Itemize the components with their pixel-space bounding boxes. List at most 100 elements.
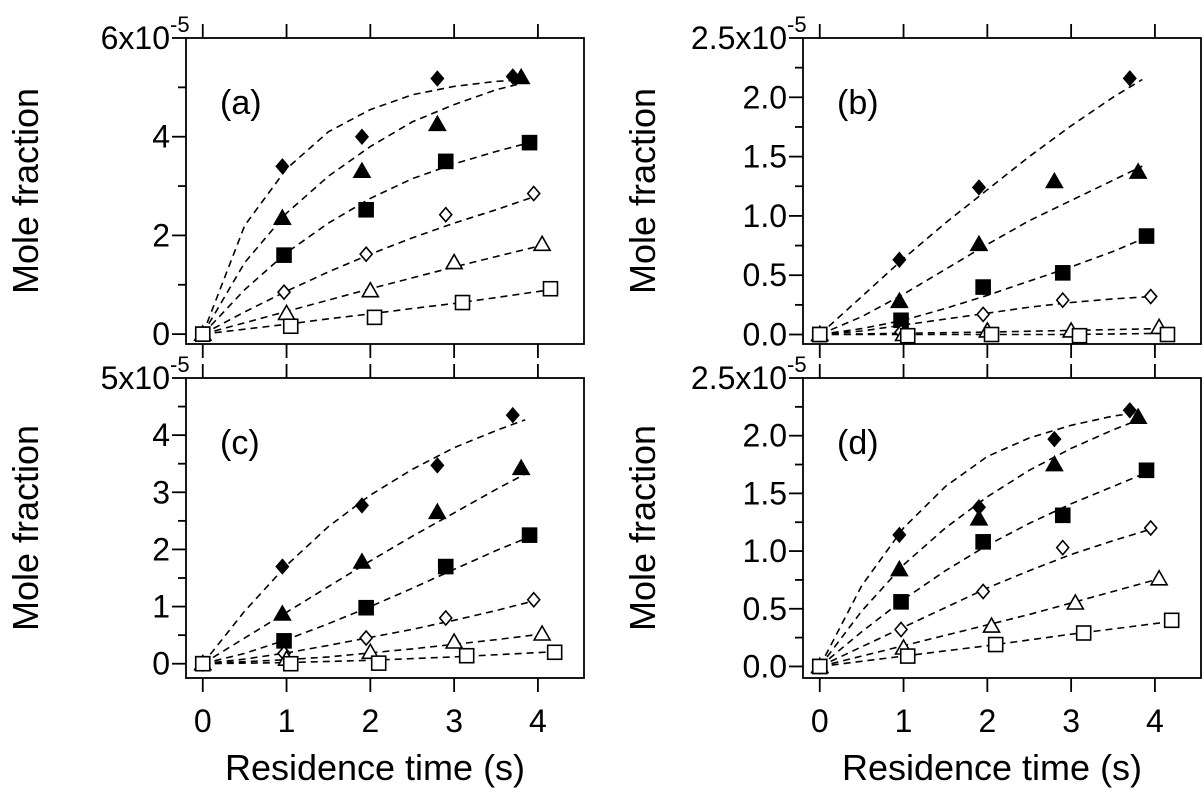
fit-line-filled-diamond [819, 78, 1143, 336]
fit-line-filled-diamond [819, 411, 1139, 667]
data-point-filled-diamond [354, 128, 370, 145]
y-tick-label: 1.0 [743, 198, 787, 234]
x-tick-label: 2 [978, 703, 996, 739]
panel-a: 0 2 4 6x10 -5 Mole fraction (a) [5, 12, 585, 358]
x-axis-label: Residence time (s) [842, 747, 1142, 788]
y-tick-label: 2 [152, 531, 170, 567]
data-point-open-square [987, 636, 1004, 653]
data-point-filled-diamond [892, 251, 907, 269]
data-point-open-square [194, 326, 211, 342]
data-point-open-triangle [1065, 593, 1085, 610]
data-point-open-triangle [277, 303, 296, 321]
data-point-open-triangle [1149, 569, 1169, 586]
x-tick-label: 2 [361, 703, 379, 739]
data-point-filled-triangle [427, 114, 447, 132]
data-point-open-square [899, 648, 916, 664]
data-point-open-diamond [976, 306, 991, 323]
data-point-open-diamond [976, 583, 991, 600]
data-point-filled-diamond [430, 70, 445, 87]
data-point-open-diamond [438, 206, 453, 223]
data-point-open-square [1159, 326, 1176, 343]
data-point-open-triangle [444, 252, 464, 270]
data-point-open-square [1163, 612, 1180, 629]
data-point-filled-diamond [1122, 70, 1137, 87]
y-exponent: -5 [787, 12, 807, 37]
data-point-filled-square [437, 153, 454, 170]
fit-line-filled-triangle [819, 165, 1143, 336]
data-point-open-square [899, 327, 916, 344]
data-point-filled-triangle [1044, 454, 1064, 472]
data-point-open-diamond [276, 283, 292, 301]
data-point-filled-diamond [1047, 430, 1062, 448]
data-point-open-triangle [444, 632, 464, 649]
data-point-open-square [454, 294, 471, 311]
y-tick-label: 2 [152, 217, 170, 253]
data-point-filled-square [276, 247, 292, 263]
fit-line-open-square [819, 620, 1172, 668]
panel-label: (a) [220, 84, 262, 122]
data-point-filled-diamond [892, 526, 907, 544]
panel-label: (c) [220, 424, 260, 462]
y-tick-label-top: 5x10 [101, 360, 170, 396]
panel-b: 0.0 0.5 1.0 1.5 2.0 2.5x10 -5 Mole fraction (b) [622, 12, 1202, 358]
data-point-filled-square [437, 558, 454, 575]
data-point-open-square [542, 280, 559, 297]
y-tick-label: 3 [152, 474, 170, 510]
data-point-open-square [370, 655, 387, 671]
y-axis-label: Mole fraction [5, 425, 46, 631]
data-point-open-square [282, 655, 299, 672]
data-point-filled-triangle [969, 509, 989, 526]
data-point-open-triangle [532, 234, 552, 252]
y-tick-label: 4 [152, 119, 170, 155]
fit-line-open-triangle [819, 327, 1160, 336]
data-point-open-triangle [532, 624, 552, 641]
panel-label: (b) [837, 84, 879, 122]
data-point-filled-diamond [354, 497, 370, 514]
x-tick-label: 4 [1146, 703, 1164, 739]
x-tick-label: 0 [194, 703, 212, 739]
y-tick-label: 0.0 [743, 317, 787, 353]
y-axis-label: Mole fraction [5, 88, 46, 294]
data-point-filled-square [893, 594, 909, 610]
data-point-open-square [458, 647, 475, 664]
fit-line-filled-square [819, 236, 1147, 336]
data-point-filled-triangle [1128, 162, 1148, 179]
fit-line-filled-square [202, 141, 530, 335]
y-tick-label: 0 [152, 646, 170, 682]
data-point-filled-square [1054, 265, 1071, 281]
data-point-open-diamond [1055, 539, 1070, 556]
panel-label: (d) [837, 424, 879, 462]
data-point-filled-triangle [1128, 407, 1148, 425]
data-point-open-triangle [360, 642, 380, 660]
y-tick-label: 2.0 [743, 79, 787, 115]
fit-line-open-diamond [819, 528, 1151, 668]
y-tick-label: 0 [152, 316, 170, 352]
x-tick-label: 3 [445, 703, 463, 739]
data-point-open-diamond [359, 245, 374, 263]
y-tick-label: 1.5 [743, 139, 787, 175]
y-axis-label: Mole fraction [622, 88, 663, 294]
y-exponent: -5 [787, 352, 807, 377]
data-point-open-square [1075, 625, 1092, 641]
x-tick-label: 3 [1062, 703, 1080, 739]
y-tick-label: 0.0 [743, 648, 787, 684]
y-exponent: -5 [170, 12, 190, 37]
data-point-filled-diamond [430, 457, 445, 474]
data-point-filled-square [975, 534, 991, 550]
data-point-open-square [194, 655, 211, 672]
y-axis-label: Mole fraction [622, 425, 663, 631]
data-point-open-triangle [982, 616, 1001, 633]
data-point-open-triangle [360, 281, 380, 298]
data-point-open-square [811, 658, 828, 675]
data-point-open-square [983, 326, 1000, 343]
fit-line-filled-triangle [202, 473, 526, 665]
data-point-open-diamond [359, 629, 374, 647]
x-tick-label: 1 [895, 703, 913, 739]
fit-line-filled-diamond [202, 78, 526, 335]
data-point-filled-triangle [511, 67, 531, 85]
data-point-filled-square [1138, 462, 1155, 479]
data-point-filled-diamond [971, 179, 987, 196]
data-point-open-diamond [1143, 288, 1158, 305]
data-point-open-diamond [1143, 519, 1158, 537]
data-point-filled-square [521, 527, 538, 543]
